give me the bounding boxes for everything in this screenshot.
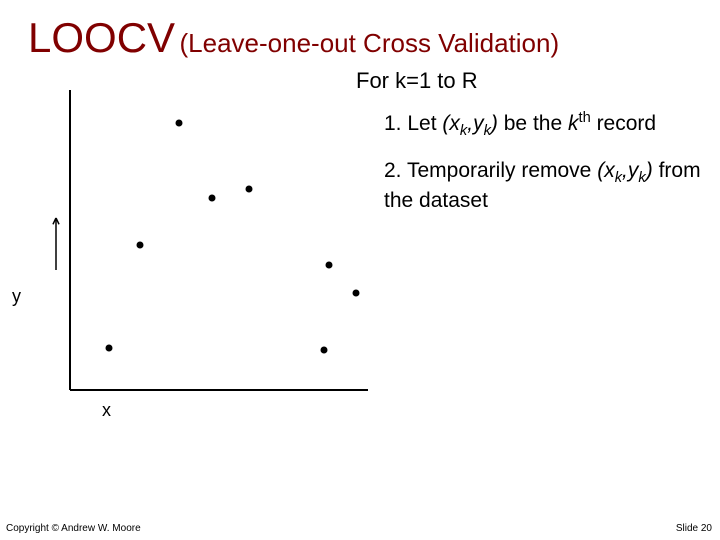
x-axis-label: x <box>102 400 111 421</box>
data-point <box>209 195 216 202</box>
yk2-k: k <box>638 170 645 186</box>
kth-th: th <box>578 110 590 126</box>
footer-copyright: Copyright © Andrew W. Moore <box>6 523 141 534</box>
for-line: For k=1 to R <box>356 68 478 94</box>
slide-title: LOOCV (Leave-one-out Cross Validation) <box>28 14 698 62</box>
yk2-y: y <box>628 159 639 182</box>
step-2: 2. Temporarily remove (xk,yk) from the d… <box>384 158 704 213</box>
s1-mid: be the <box>498 112 568 135</box>
step-1: 1. Let (xk,yk) be the kth record <box>384 110 704 141</box>
data-point <box>326 262 333 269</box>
data-point <box>246 186 253 193</box>
title-main: LOOCV <box>28 14 175 61</box>
kth-k: k <box>568 112 579 135</box>
paren-close: ) <box>491 112 498 135</box>
footer-slide-number: Slide 20 <box>676 523 712 534</box>
xk-x: x <box>449 112 460 135</box>
data-point <box>176 120 183 127</box>
title-sub: (Leave-one-out Cross Validation) <box>180 28 560 58</box>
scatter-chart <box>40 90 370 400</box>
data-point <box>106 345 113 352</box>
s1-suffix: record <box>591 112 656 135</box>
data-point <box>353 290 360 297</box>
xk2-k: k <box>615 170 622 186</box>
data-point <box>321 347 328 354</box>
y-axis-label: y <box>12 286 21 307</box>
s2-prefix: 2. Temporarily remove <box>384 159 597 182</box>
xk2-x: x <box>604 159 615 182</box>
s1-prefix: 1. Let <box>384 112 442 135</box>
yk-y: y <box>473 112 484 135</box>
paren-close2: ) <box>646 159 653 182</box>
yk-k: k <box>484 123 491 139</box>
data-point <box>137 242 144 249</box>
